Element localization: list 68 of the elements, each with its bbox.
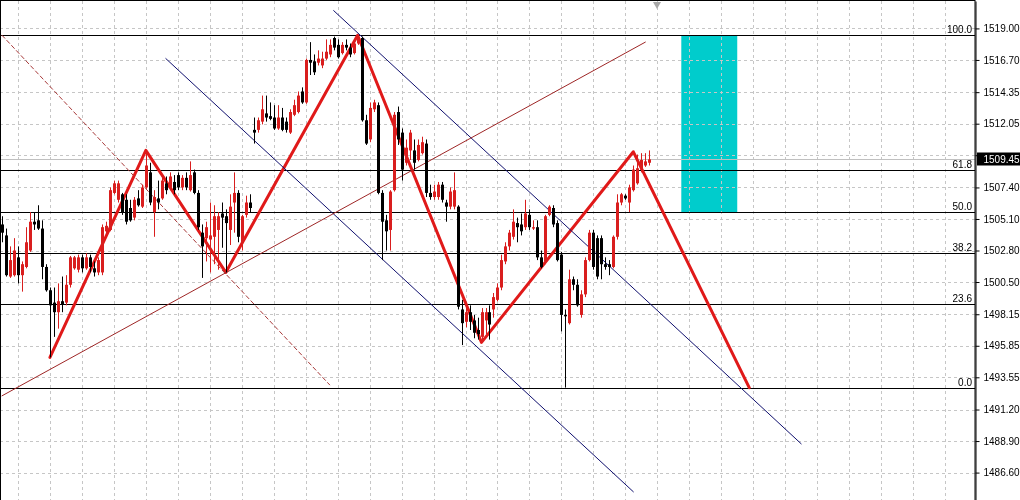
candlestick xyxy=(580,289,583,319)
candlestick xyxy=(524,199,527,231)
candlestick xyxy=(233,171,236,234)
candlestick xyxy=(173,174,176,195)
candlestick xyxy=(117,180,120,204)
y-tick-label: 1491.20 xyxy=(983,404,1020,416)
candlestick xyxy=(65,274,68,306)
candlestick xyxy=(441,181,444,204)
y-tick-label: 1519.00 xyxy=(983,23,1020,35)
candlestick xyxy=(516,217,519,243)
y-tick-label: 1502.80 xyxy=(983,245,1020,257)
candlestick xyxy=(229,193,232,246)
y-tick-label: 1488.90 xyxy=(983,435,1020,447)
candlestick xyxy=(453,171,456,210)
annotation: 38.2 xyxy=(952,241,973,253)
annotation: 0.0 xyxy=(958,376,973,388)
candlestick xyxy=(217,211,220,271)
annotation: 61.8 xyxy=(952,158,973,170)
y-tick-label: 1498.15 xyxy=(983,308,1020,320)
candlestick xyxy=(209,202,212,273)
candlestick xyxy=(9,245,12,279)
y-tick-label: 1486.60 xyxy=(983,467,1020,479)
candlestick xyxy=(153,189,156,238)
candlestick xyxy=(297,90,300,114)
annotation: 23.6 xyxy=(952,292,973,304)
y-tick-label: 1493.55 xyxy=(983,372,1020,384)
candlestick xyxy=(409,129,412,161)
candlestick xyxy=(157,180,160,210)
candlestick xyxy=(465,304,468,328)
candlestick xyxy=(205,221,208,262)
candlestick xyxy=(145,151,148,190)
line-series xyxy=(48,33,751,390)
candlestick xyxy=(141,184,144,209)
y-tick-label: 1512.05 xyxy=(983,118,1020,130)
candlestick xyxy=(245,195,248,219)
candlestick xyxy=(273,104,276,131)
candlestick xyxy=(45,263,48,293)
candlestick xyxy=(133,196,136,221)
candlestick xyxy=(365,114,368,146)
y-tick-label: 1514.35 xyxy=(983,86,1020,98)
candlestick xyxy=(313,53,316,76)
y-tick-label: 1516.70 xyxy=(983,54,1020,66)
annotation: 50.0 xyxy=(952,200,973,212)
candlestick xyxy=(289,108,292,135)
candlestick xyxy=(309,41,312,76)
candlestick xyxy=(281,107,284,132)
ref-line-label: 1509.45 xyxy=(983,153,1020,165)
candlestick xyxy=(325,38,328,61)
candlestick xyxy=(477,317,480,341)
y-tick-label: 1505.10 xyxy=(983,213,1020,225)
candlestick xyxy=(189,160,192,193)
candlestick xyxy=(337,38,340,60)
candlestick xyxy=(161,174,164,201)
candlestick xyxy=(253,117,256,145)
candlestick xyxy=(636,154,639,186)
candlestick xyxy=(213,204,216,265)
candlestick xyxy=(417,138,420,162)
candlestick xyxy=(265,95,268,123)
y-tick-label: 1495.85 xyxy=(983,340,1020,352)
candlestick xyxy=(485,307,488,335)
candlestick xyxy=(449,186,452,210)
y-tick-label: 1500.50 xyxy=(983,276,1020,288)
candlestick xyxy=(473,314,476,339)
y-tick-label: 1507.40 xyxy=(983,182,1020,194)
candlestick xyxy=(492,292,495,319)
candlestick xyxy=(57,282,60,330)
candlestick xyxy=(277,104,280,131)
annotation: 100.0 xyxy=(946,23,973,35)
